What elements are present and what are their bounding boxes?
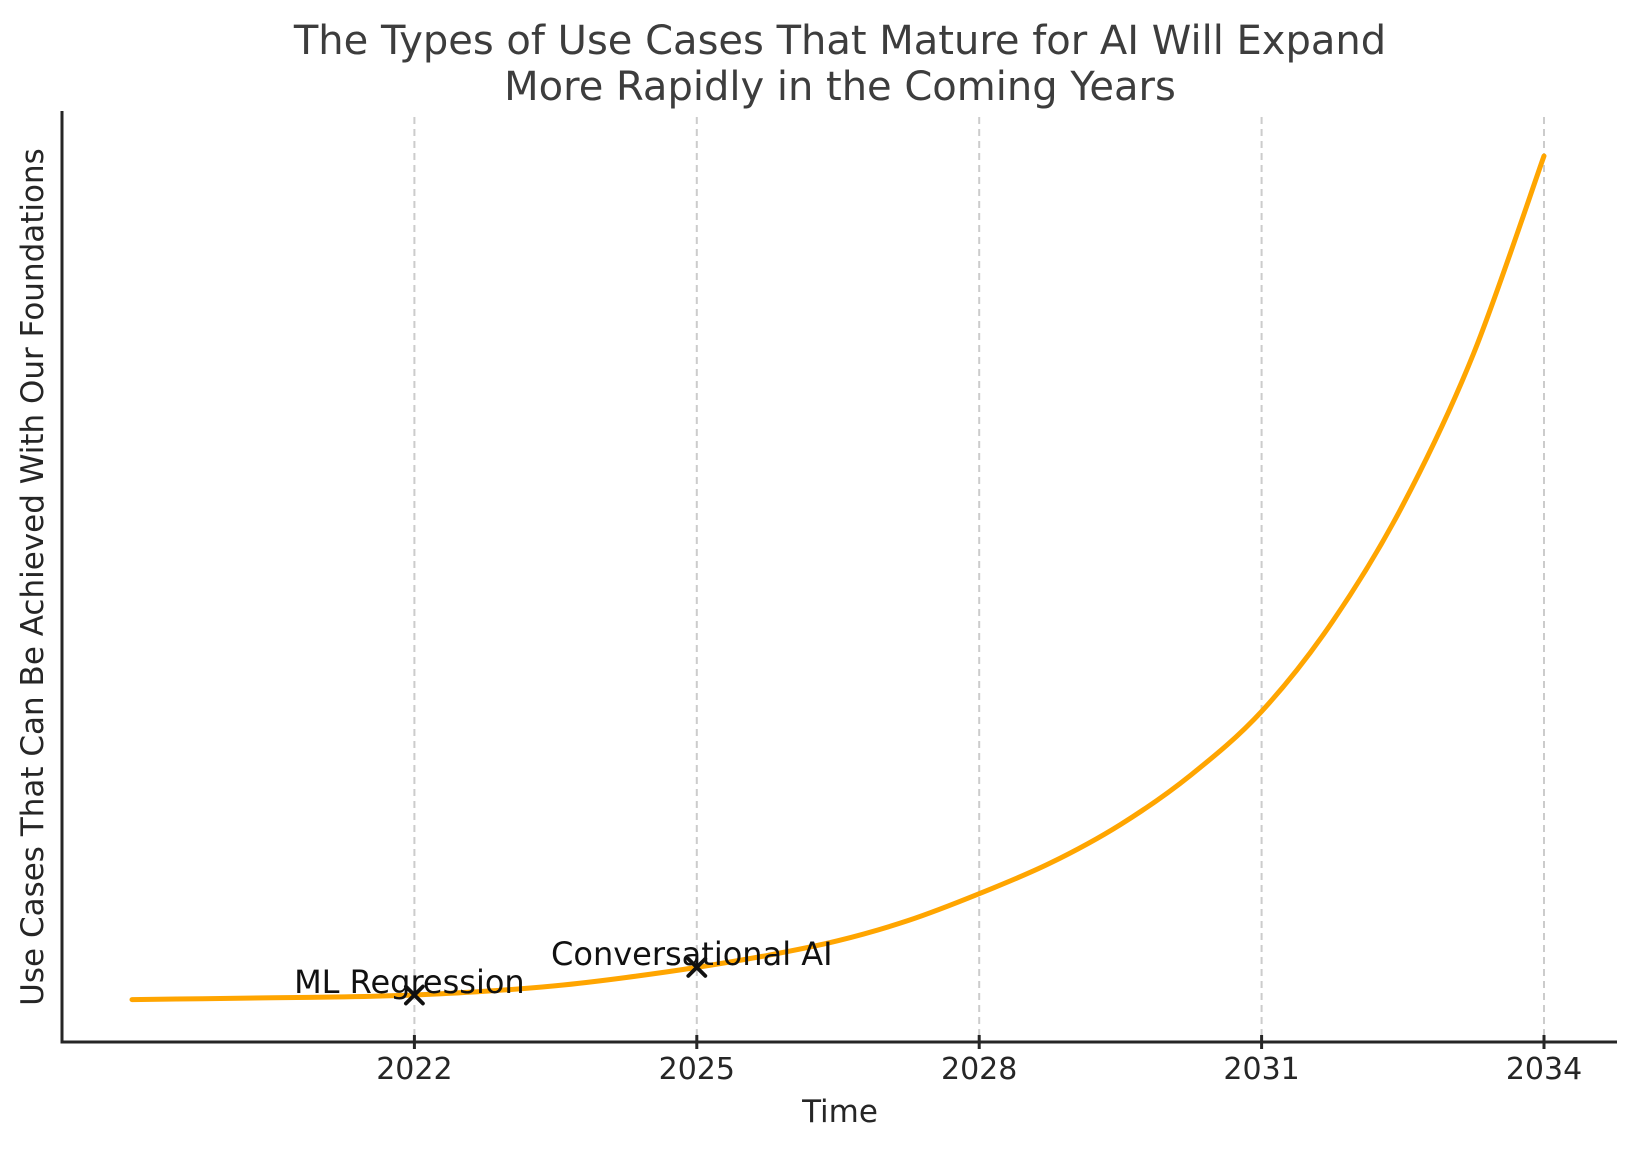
x-tick-label-2025: 2025 bbox=[658, 1052, 735, 1087]
annotation-conversational-ai: Conversational AI bbox=[551, 935, 833, 974]
chart-title: The Types of Use Cases That Mature for A… bbox=[62, 18, 1618, 110]
x-tick-label-2034: 2034 bbox=[1505, 1052, 1583, 1087]
marker-x-icon-ml-regression bbox=[404, 984, 425, 1006]
y-axis-label: Use Cases That Can Be Achieved With Our … bbox=[15, 148, 51, 1006]
trend-curve bbox=[129, 153, 1547, 1003]
chart-title-line1: The Types of Use Cases That Mature for A… bbox=[293, 18, 1387, 64]
x-tick-label-2022: 2022 bbox=[376, 1052, 453, 1087]
x-tick-label-2031: 2031 bbox=[1223, 1052, 1300, 1087]
chart-title-line2: More Rapidly in the Coming Years bbox=[504, 64, 1176, 110]
annotation-ml-regression: ML Regression bbox=[294, 963, 525, 1001]
marker-x-icon-conversational-ai bbox=[686, 957, 708, 978]
x-tick-label-2028: 2028 bbox=[941, 1052, 1018, 1087]
x-axis-label: Time bbox=[802, 1094, 878, 1130]
